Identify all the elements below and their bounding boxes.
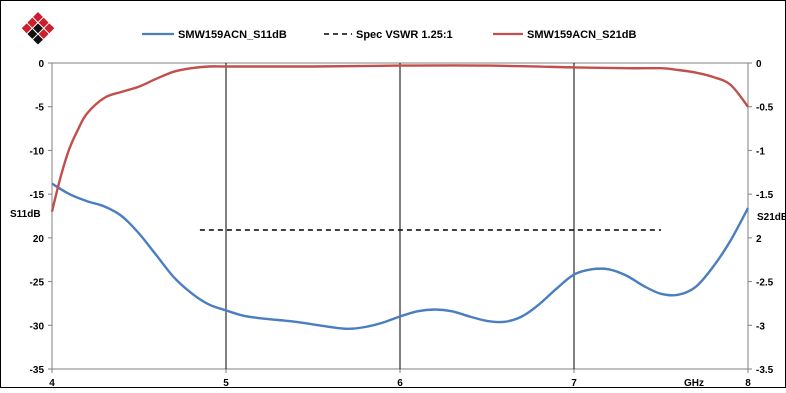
y2-axis-label: S21dB	[757, 212, 786, 223]
series-group	[50, 64, 750, 330]
y-tick-label: -10	[30, 146, 45, 157]
x-axis-ticks: 4 5 6 7 8	[49, 369, 751, 389]
x-tick-label: 8	[745, 378, 751, 388]
y-tick-label: -25	[30, 278, 45, 289]
y-tick-label: 0	[38, 59, 44, 70]
left-axis-ticks: 0 -5 -10 -15 20 -25 -30 -35	[30, 59, 52, 376]
y2-tick-label: -0.5	[756, 103, 774, 114]
y2-tick-label: -3	[756, 321, 765, 332]
brand-logo	[21, 12, 55, 45]
x-axis-label: GHz	[684, 378, 704, 388]
y-axis-label: S11dB	[10, 209, 41, 220]
legend-label-spec: Spec VSWR 1.25:1	[356, 29, 453, 41]
x-tick-label: 5	[223, 378, 229, 388]
y-tick-label: 20	[33, 234, 45, 245]
series-s11-line	[51, 182, 750, 330]
legend-label-s11: SMW159ACN_S11dB	[178, 29, 287, 41]
y2-tick-label: 2	[756, 234, 762, 245]
x-tick-label: 7	[571, 378, 577, 388]
y-tick-label: -15	[30, 190, 45, 201]
gridlines	[225, 63, 575, 369]
right-axis-ticks: 0 -0.5 -1 -1.5 2 -2.5 -3 -3.5	[748, 59, 774, 376]
series-s21-line	[50, 64, 749, 212]
x-tick-label: 6	[397, 378, 403, 388]
y2-tick-label: -2.5	[756, 278, 774, 289]
x-tick-label: 4	[49, 378, 55, 388]
legend-label-s21: SMW159ACN_S21dB	[527, 29, 636, 41]
y2-tick-label: -3.5	[756, 365, 774, 376]
y2-tick-label: -1	[756, 146, 765, 157]
y2-tick-label: -1.5	[756, 190, 774, 201]
legend: SMW159ACN_S11dB Spec VSWR 1.25:1 SMW159A…	[142, 29, 636, 41]
y-tick-label: -5	[35, 103, 44, 114]
y2-tick-label: 0	[756, 59, 762, 70]
y-tick-label: -30	[30, 321, 45, 332]
y-tick-label: -35	[30, 365, 45, 376]
